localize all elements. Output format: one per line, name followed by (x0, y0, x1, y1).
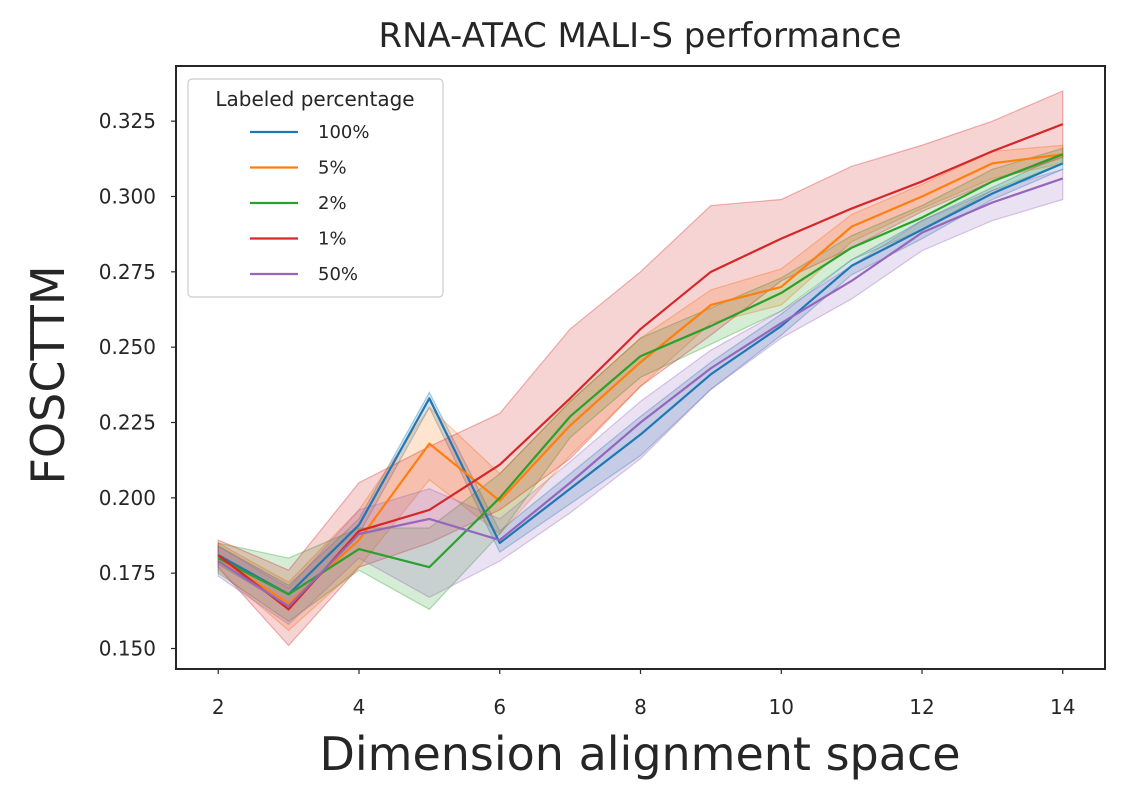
legend-label-1-pct: 1% (318, 229, 347, 250)
legend-title: Labeled percentage (215, 87, 414, 111)
x-axis-ticks: 2 4 6 8 10 12 14 (212, 669, 1075, 719)
series-lines (217, 123, 1064, 611)
legend-label-2-pct: 2% (318, 193, 347, 214)
y-tick-label: 0.200 (99, 486, 156, 510)
y-tick-label: 0.300 (99, 184, 156, 208)
series-line-2-pct (217, 153, 1064, 596)
x-tick-label: 2 (212, 695, 225, 719)
legend-label-100-pct: 100% (318, 122, 369, 143)
legend-box (187, 78, 444, 298)
y-tick-label: 0.250 (99, 335, 156, 359)
legend: Labeled percentage 100% 5% 2% 1% 50% (187, 78, 444, 298)
y-tick-label: 0.225 (99, 410, 156, 434)
series-line-1-pct (217, 123, 1064, 611)
series-line-5-pct (217, 153, 1063, 605)
series-line-100-pct (217, 162, 1064, 596)
chart-title: RNA-ATAC MALI-S performance (378, 16, 901, 56)
x-tick-label: 10 (769, 695, 794, 719)
y-tick-label: 0.275 (99, 260, 156, 284)
x-axis-label: Dimension alignment space (319, 727, 960, 781)
x-tick-label: 6 (493, 695, 506, 719)
legend-items: 100% 5% 2% 1% 50% (250, 122, 369, 285)
legend-label-5-pct: 5% (318, 158, 347, 179)
y-tick-label: 0.175 (99, 561, 156, 585)
band-100-pct (217, 153, 1064, 608)
x-tick-label: 12 (909, 695, 934, 719)
y-axis-ticks: 0.150 0.175 0.200 0.225 0.250 0.275 0.300 0.325 (99, 109, 176, 661)
x-tick-label: 14 (1050, 695, 1075, 719)
series-line-50-pct (217, 177, 1064, 608)
y-tick-label: 0.150 (99, 637, 156, 661)
y-axis-label: FOSCTTM (21, 265, 75, 484)
x-tick-label: 4 (353, 695, 366, 719)
y-tick-label: 0.325 (99, 109, 156, 133)
legend-label-50-pct: 50% (318, 264, 358, 285)
x-tick-label: 8 (634, 695, 647, 719)
band-1-pct (217, 90, 1064, 647)
